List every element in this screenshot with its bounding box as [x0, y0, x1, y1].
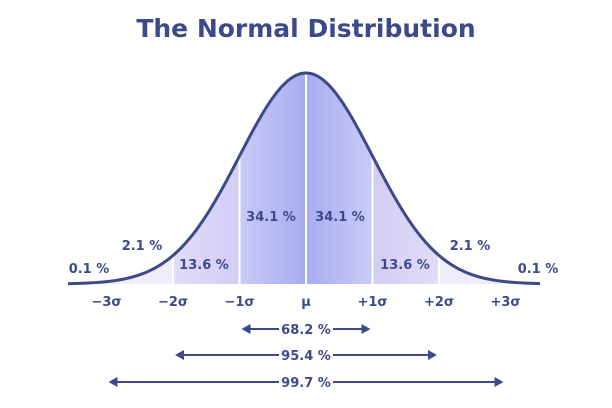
tick-label-0: −3σ [91, 295, 121, 310]
region-label-6: 2.1 % [450, 239, 491, 254]
range-arrowhead-right-1 [428, 350, 437, 360]
chart-title: The Normal Distribution [136, 14, 475, 43]
range-arrowhead-right-2 [494, 377, 504, 387]
region-area-4 [306, 73, 373, 284]
range-arrowhead-right-0 [361, 324, 371, 334]
region-label-3: 34.1 % [246, 210, 296, 225]
tick-label-6: +3σ [490, 295, 520, 310]
range-label-0: 68.2 % [281, 323, 331, 338]
range-label-2: 99.7 % [281, 376, 331, 391]
range-label-1: 95.4 % [281, 349, 331, 364]
tick-label-1: −2σ [158, 295, 188, 310]
region-area-3 [239, 73, 306, 284]
range-arrowhead-left-2 [108, 377, 118, 387]
region-label-7: 0.1 % [518, 262, 559, 277]
region-label-4: 34.1 % [315, 210, 365, 225]
tick-label-5: +2σ [424, 295, 454, 310]
range-arrow-0: 68.2 % [241, 323, 371, 338]
region-label-2: 13.6 % [179, 258, 229, 273]
tick-label-2: −1σ [224, 295, 254, 310]
region-labels: 0.1 % 2.1 % 13.6 % 34.1 % 34.1 % 13.6 % 2.1 % 0… [69, 210, 559, 277]
region-label-0: 0.1 % [69, 262, 110, 277]
range-arrow-1: 95.4 % [175, 349, 437, 364]
region-label-5: 13.6 % [380, 258, 430, 273]
tick-label-4: +1σ [357, 295, 387, 310]
tick-label-3: μ [301, 295, 311, 310]
bell-curve [67, 71, 541, 286]
range-arrows: 68.2 % 95.4 % 99.7 % [108, 323, 504, 391]
range-arrowhead-left-1 [175, 350, 184, 360]
region-area-6 [439, 255, 506, 284]
region-area-1 [106, 255, 173, 284]
sigma-dividers [172, 74, 440, 284]
range-arrow-2: 99.7 % [108, 376, 504, 391]
region-label-1: 2.1 % [122, 239, 163, 254]
x-axis-tick-labels: −3σ −2σ −1σ μ +1σ +2σ +3σ [91, 295, 520, 310]
range-arrowhead-left-0 [241, 324, 251, 334]
